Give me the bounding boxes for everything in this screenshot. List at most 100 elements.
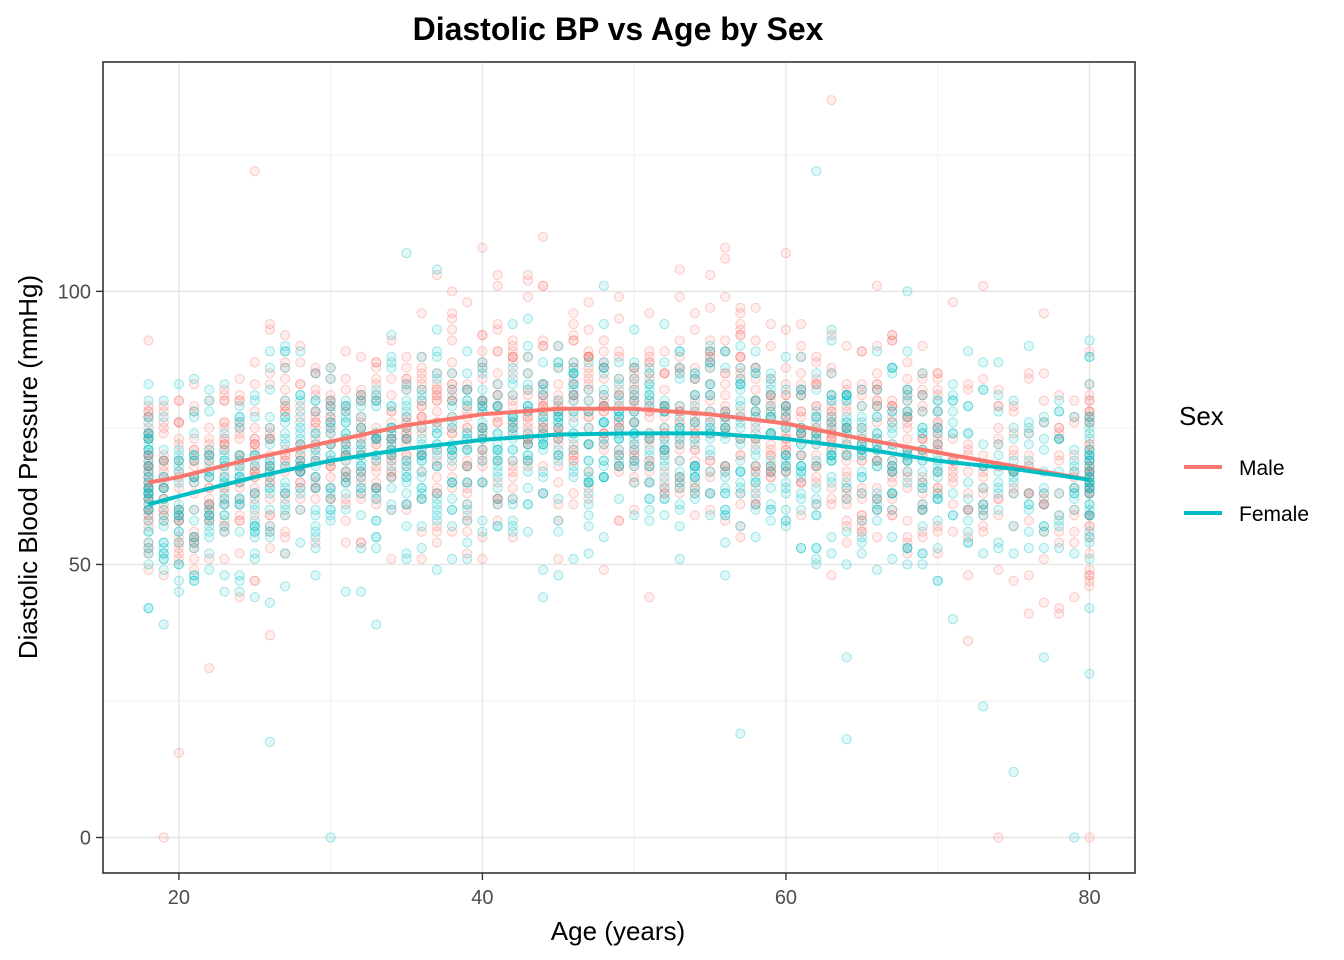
- point-female: [568, 472, 579, 483]
- point-female: [629, 324, 640, 335]
- point-female: [431, 564, 442, 576]
- point-male: [629, 455, 640, 466]
- point-male: [477, 373, 488, 384]
- point-male: [689, 373, 701, 384]
- point-male: [917, 406, 928, 417]
- point-female: [325, 401, 336, 412]
- point-male: [826, 417, 837, 428]
- point-male: [947, 472, 959, 483]
- point-female: [371, 401, 382, 412]
- point-female: [583, 477, 594, 488]
- point-female: [1084, 428, 1095, 439]
- point-male: [613, 515, 625, 526]
- point-male: [689, 455, 701, 466]
- point-female: [1084, 433, 1095, 444]
- point-male: [1084, 466, 1095, 477]
- point-female: [780, 461, 792, 472]
- point-male: [978, 526, 989, 537]
- point-female: [538, 466, 549, 477]
- point-male: [947, 466, 959, 477]
- point-male: [219, 444, 230, 455]
- point-male: [492, 346, 503, 357]
- point-male: [993, 493, 1004, 504]
- point-female: [431, 510, 442, 521]
- point-female: [189, 575, 200, 586]
- point-male: [765, 406, 776, 417]
- point-male: [796, 390, 807, 401]
- point-male: [856, 346, 867, 357]
- point-female: [1054, 406, 1065, 417]
- point-female: [234, 570, 245, 581]
- point-female-outlier: [978, 701, 989, 712]
- point-female: [522, 368, 534, 379]
- point-female: [355, 401, 367, 412]
- point-male: [355, 488, 367, 499]
- point-male-outlier: [538, 231, 549, 242]
- point-female: [1084, 455, 1095, 466]
- point-female: [355, 586, 367, 597]
- point-female: [811, 368, 822, 379]
- point-female: [796, 450, 807, 461]
- point-male: [871, 368, 883, 379]
- point-male: [477, 532, 488, 543]
- point-male: [887, 330, 898, 341]
- point-female: [204, 515, 215, 526]
- point-male: [249, 379, 260, 390]
- point-female: [538, 417, 549, 428]
- point-female: [204, 450, 215, 461]
- point-male: [978, 499, 989, 510]
- point-female: [750, 450, 761, 461]
- point-male: [917, 373, 928, 384]
- point-male: [613, 450, 625, 461]
- point-female: [871, 401, 883, 412]
- point-female: [143, 515, 154, 526]
- point-male: [568, 455, 579, 466]
- point-male: [811, 379, 822, 390]
- point-male: [978, 472, 989, 483]
- point-female: [689, 461, 701, 472]
- point-male: [219, 439, 230, 450]
- point-male: [204, 493, 215, 504]
- point-male: [644, 357, 655, 368]
- point-female: [598, 472, 609, 483]
- point-male-outlier: [264, 630, 275, 641]
- point-female: [416, 472, 427, 483]
- point-female: [477, 455, 488, 466]
- point-female: [538, 472, 549, 483]
- point-male: [720, 466, 731, 477]
- point-female: [371, 455, 382, 466]
- point-female: [932, 466, 943, 477]
- point-male: [811, 351, 822, 362]
- point-male: [416, 395, 427, 406]
- point-female: [659, 472, 670, 483]
- point-female: [553, 515, 564, 526]
- point-female: [1023, 499, 1034, 510]
- point-male: [431, 488, 442, 499]
- point-female: [355, 472, 367, 483]
- point-male-outlier: [1084, 832, 1095, 843]
- point-male: [522, 455, 534, 466]
- point-female: [158, 510, 169, 521]
- point-female: [219, 526, 230, 537]
- point-female: [765, 499, 776, 510]
- point-male: [219, 395, 230, 406]
- point-male: [735, 532, 746, 543]
- point-male: [765, 472, 776, 483]
- point-female: [477, 526, 488, 537]
- point-male: [340, 472, 351, 483]
- point-male: [522, 439, 534, 450]
- point-female: [462, 444, 473, 455]
- point-female: [1054, 543, 1065, 554]
- point-female: [705, 488, 716, 499]
- point-male: [386, 433, 397, 444]
- point-female: [735, 477, 746, 488]
- point-female: [947, 428, 959, 439]
- point-male: [538, 395, 549, 406]
- point-male: [583, 384, 594, 395]
- point-male: [871, 455, 883, 466]
- point-male: [416, 308, 427, 319]
- point-male: [811, 461, 822, 472]
- point-female: [355, 422, 367, 433]
- point-male: [1054, 510, 1065, 521]
- point-female: [340, 395, 351, 406]
